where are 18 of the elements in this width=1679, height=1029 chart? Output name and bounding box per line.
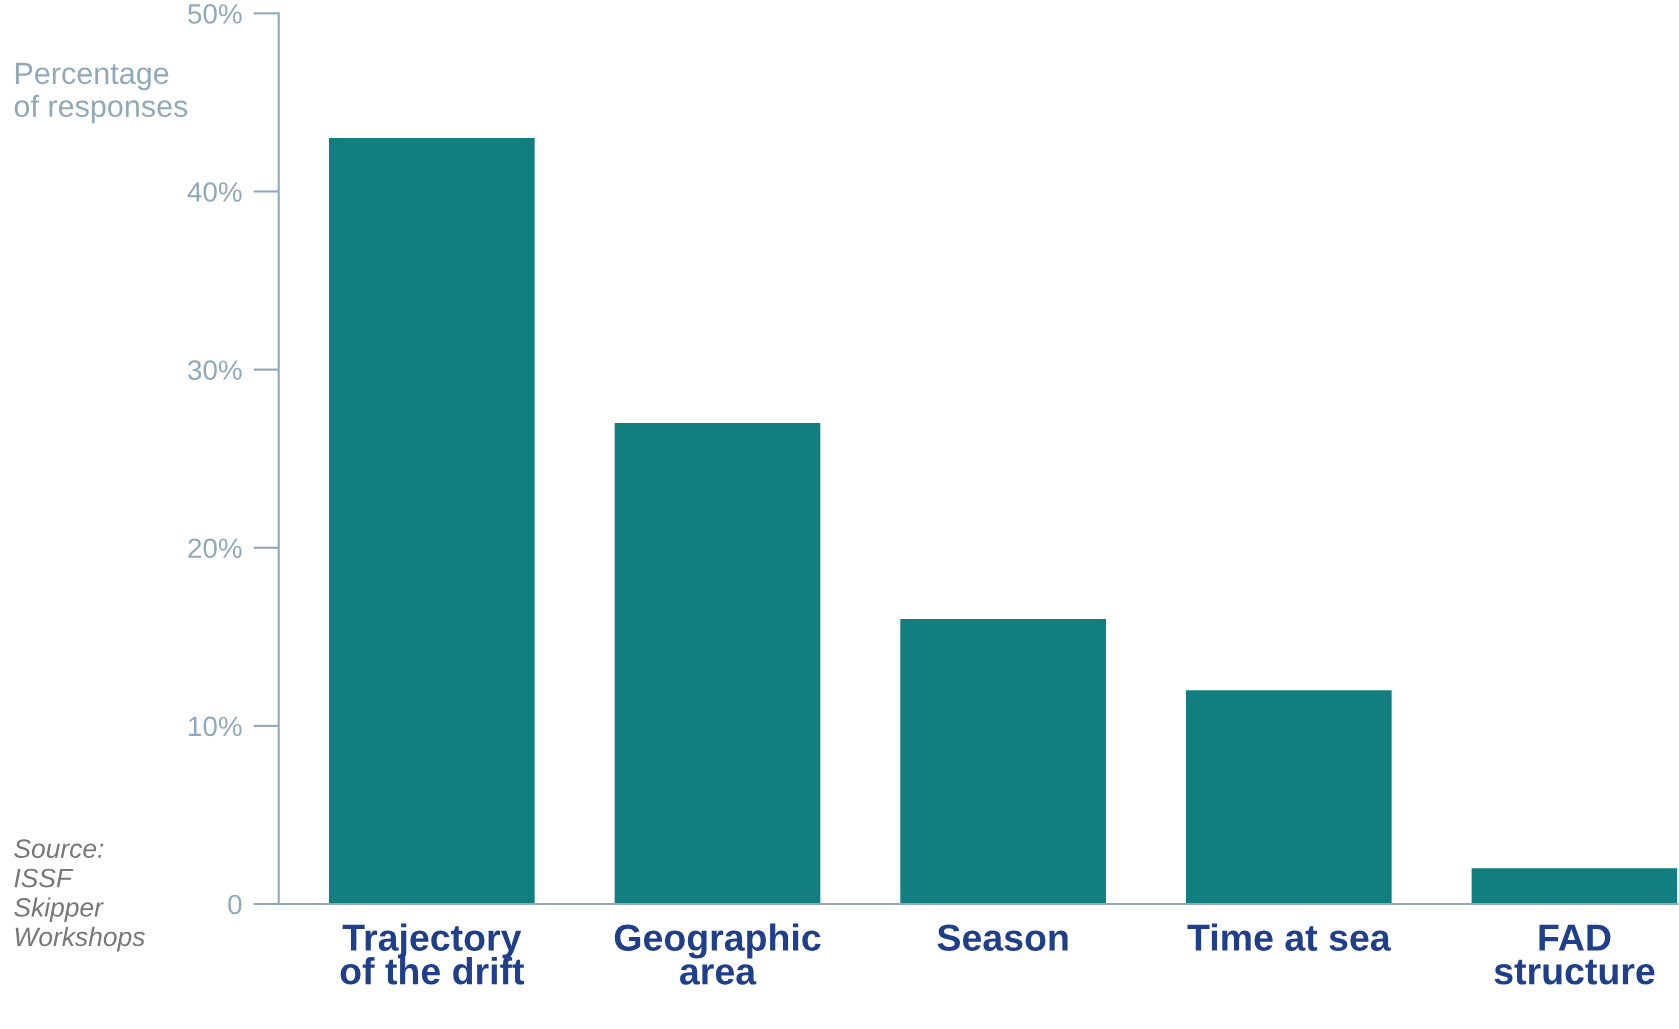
- y-tick-label: 50%: [188, 4, 242, 24]
- bar: [1185, 690, 1392, 904]
- x-tick-label: Season: [937, 924, 1068, 951]
- y-tick-label: 30%: [188, 360, 242, 380]
- x-tick-label: Geographic area: [614, 923, 821, 985]
- x-tick-label: FAD structure: [1494, 924, 1655, 985]
- bar: [328, 138, 535, 904]
- source-note: Source: ISSF Skipper Workshops: [14, 839, 145, 952]
- bar: [900, 618, 1106, 904]
- y-tick-label: 0: [228, 894, 242, 915]
- y-axis-title: Percentage of responses: [14, 62, 188, 124]
- bar: [614, 423, 821, 904]
- bar: [1471, 868, 1678, 904]
- x-tick-label: Trajectory of the drift: [340, 923, 525, 985]
- y-tick-label: 40%: [187, 182, 242, 202]
- y-tick-label: 20%: [188, 538, 242, 559]
- x-tick-label: Time at sea: [1187, 923, 1391, 951]
- y-tick-label: 10%: [189, 716, 242, 737]
